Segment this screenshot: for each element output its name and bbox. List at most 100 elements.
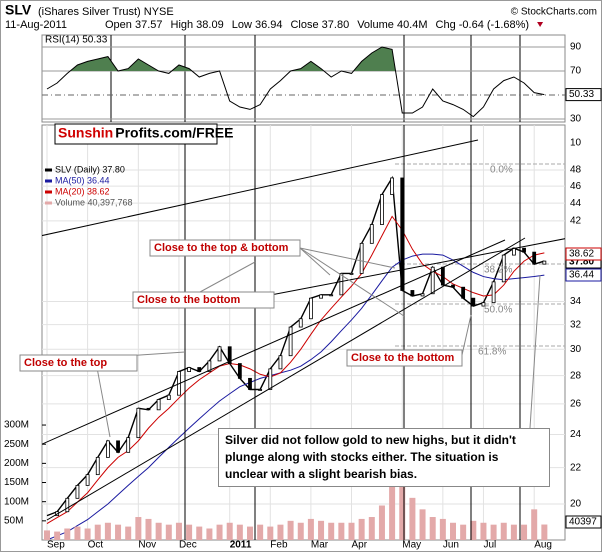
quote-field: Open 37.57 xyxy=(105,19,163,31)
logo-red: Sunshin xyxy=(58,125,113,141)
y-tick-label: 44 xyxy=(570,198,582,209)
y2-tick-label: 150M xyxy=(4,477,29,488)
x-tick-label: Feb xyxy=(270,540,288,551)
end-label: 50.33 xyxy=(569,89,594,100)
channel-line xyxy=(254,238,565,299)
volume-bar xyxy=(358,518,365,540)
volume-bar xyxy=(510,524,517,540)
candle xyxy=(390,177,395,195)
y-tick-label: 30 xyxy=(570,114,582,125)
annotation: Close to the top xyxy=(24,357,107,369)
candle xyxy=(278,355,283,370)
candle xyxy=(319,294,323,299)
y-tick-label: 34 xyxy=(570,296,582,307)
x-tick-label: Dec xyxy=(179,540,197,551)
volume-bar xyxy=(490,524,497,540)
volume-bar xyxy=(439,518,446,540)
candle xyxy=(75,484,80,499)
candle xyxy=(207,360,212,372)
y-tick-label: 70 xyxy=(570,66,582,77)
end-label-box xyxy=(565,88,602,102)
candle xyxy=(430,266,435,295)
candle xyxy=(217,346,222,362)
fib-label: 61.8% xyxy=(478,347,506,358)
x-tick-label: Apr xyxy=(352,540,368,551)
volume-bar xyxy=(541,524,548,540)
volume-bar xyxy=(125,526,132,540)
callout-line xyxy=(299,247,396,269)
y-tick-label: 20 xyxy=(570,499,582,510)
volume-bar xyxy=(175,522,182,540)
candle xyxy=(461,286,466,299)
callout-line xyxy=(299,247,331,276)
x-tick-label: Aug xyxy=(534,540,552,551)
security-name: (iShares Silver Trust) NYSE xyxy=(38,6,174,18)
volume-bar xyxy=(64,528,71,540)
volume-bar xyxy=(84,528,91,540)
channel-line xyxy=(42,239,506,445)
volume-bar xyxy=(74,526,81,540)
candle xyxy=(166,394,171,400)
volume-bar xyxy=(206,528,213,540)
candle xyxy=(95,456,100,476)
candle xyxy=(156,399,161,411)
y-tick-label: 22 xyxy=(570,462,582,473)
candle xyxy=(288,326,293,357)
group xyxy=(42,46,565,120)
y-tick-label: 90 xyxy=(570,42,582,53)
volume-bar xyxy=(531,509,538,540)
end-label: 38.62 xyxy=(569,249,594,260)
candle xyxy=(116,440,120,453)
candle xyxy=(268,368,273,390)
candle xyxy=(146,407,151,411)
x-tick-label: Jul xyxy=(483,540,496,551)
volume-bar xyxy=(297,522,304,540)
volume-bar xyxy=(328,522,335,540)
quote-field: Chg -0.64 (-1.68%) xyxy=(436,19,530,31)
y2-tick-label: 300M xyxy=(4,420,29,431)
x-tick-label: Mar xyxy=(311,540,329,551)
volume-bar xyxy=(54,531,61,540)
candle xyxy=(440,266,445,286)
candle xyxy=(298,318,303,328)
callout-line xyxy=(461,314,472,356)
annotation: Close to the top & bottom xyxy=(154,242,289,254)
credit: © StockCharts.com xyxy=(511,7,597,18)
end-label: 37.80 xyxy=(569,257,594,268)
volume-bar xyxy=(236,524,243,540)
volume-bar xyxy=(450,522,456,540)
volume-bar xyxy=(196,526,203,540)
volume-bar xyxy=(389,482,396,540)
annotation-box xyxy=(149,239,301,257)
y-tick-label: 32 xyxy=(570,319,582,330)
group xyxy=(42,125,565,540)
quote-field: Volume 40.4M xyxy=(357,19,427,31)
y2-tick-label: 250M xyxy=(4,439,29,450)
y-tick-label: 42 xyxy=(570,216,582,227)
end-label-box xyxy=(565,515,602,529)
callout-line xyxy=(299,247,405,317)
quote-field: Low 36.94 xyxy=(232,19,283,31)
x-tick-label: Sep xyxy=(47,540,65,551)
candle xyxy=(237,363,242,379)
y-tick-label: 46 xyxy=(570,181,582,192)
annotation-box xyxy=(346,349,463,367)
volume-bar xyxy=(216,524,223,540)
candle xyxy=(126,437,131,453)
volume-bar xyxy=(480,522,487,540)
volume-bar xyxy=(348,522,355,540)
candle xyxy=(400,177,405,291)
volume-bar xyxy=(460,524,467,540)
x-tick-label: Oct xyxy=(88,540,104,551)
candle xyxy=(522,247,526,253)
volume-bar xyxy=(429,517,436,540)
volume-bar xyxy=(318,520,325,540)
volume-bar xyxy=(277,524,284,540)
candle xyxy=(359,242,364,274)
volume-bar xyxy=(257,524,264,540)
volume-bar xyxy=(521,524,528,540)
quote-field: High 38.09 xyxy=(171,19,224,31)
volume-bar xyxy=(267,526,274,540)
logo-black: Profits.com/FREE xyxy=(115,125,233,141)
annotation-box xyxy=(132,291,275,309)
